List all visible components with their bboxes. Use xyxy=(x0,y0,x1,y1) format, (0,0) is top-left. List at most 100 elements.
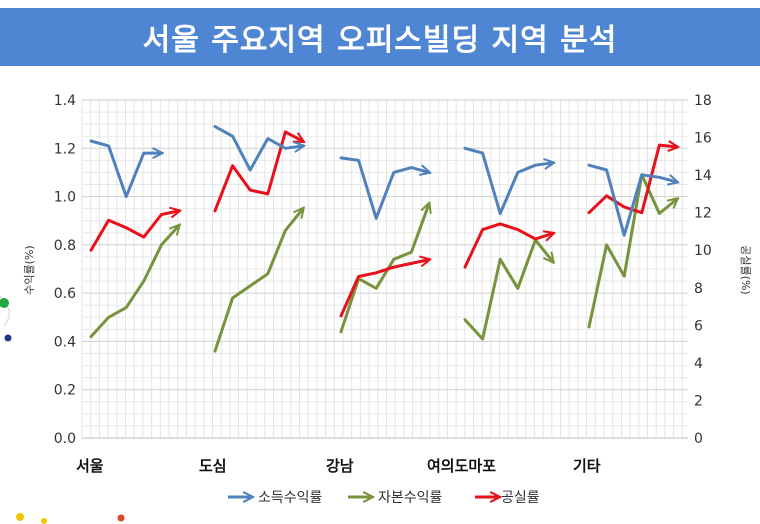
y-right-axis-title: 공실률(%) xyxy=(739,245,752,294)
data-point xyxy=(499,213,501,215)
data-point xyxy=(267,193,269,195)
data-point xyxy=(676,146,678,148)
data-point xyxy=(302,208,304,210)
data-point xyxy=(464,266,466,268)
data-point xyxy=(411,167,413,169)
data-point xyxy=(393,259,395,261)
data-point xyxy=(393,172,395,174)
y-right-tick-label: 0 xyxy=(694,431,703,447)
y-right-tick-label: 12 xyxy=(694,206,712,222)
y-left-tick-label: 1.0 xyxy=(54,190,76,206)
y-left-tick-label: 0.8 xyxy=(54,238,76,254)
series-line xyxy=(213,125,303,172)
data-point xyxy=(517,229,519,231)
data-point xyxy=(552,233,554,235)
data-point xyxy=(375,272,377,274)
data-point xyxy=(606,169,608,171)
data-point xyxy=(411,251,413,253)
series-line xyxy=(89,211,179,252)
data-point xyxy=(375,218,377,220)
y-left-tick-label: 0.4 xyxy=(54,334,76,350)
data-point xyxy=(249,169,251,171)
decorative-dot-navy xyxy=(4,334,12,342)
data-point xyxy=(659,144,661,146)
y-right-tick-label: 10 xyxy=(694,243,712,259)
data-point xyxy=(143,280,145,282)
data-point xyxy=(676,198,678,200)
data-point xyxy=(108,145,110,147)
data-point xyxy=(358,160,360,162)
series-line xyxy=(463,238,553,341)
y-right-tick-label: 2 xyxy=(694,393,703,409)
series-line xyxy=(339,204,429,334)
data-point xyxy=(606,244,608,246)
data-point xyxy=(623,275,625,277)
data-point xyxy=(411,263,413,265)
category-label: 여의도마포 xyxy=(427,457,496,475)
data-point xyxy=(588,326,590,328)
data-point xyxy=(125,227,127,229)
data-point xyxy=(178,210,180,212)
data-point xyxy=(499,259,501,261)
category-label: 도심 xyxy=(199,457,227,475)
legend: 소득수익률 자본수익률 공실률 xyxy=(228,490,540,506)
data-point xyxy=(161,244,163,246)
series-line xyxy=(339,156,429,220)
data-point xyxy=(302,141,304,143)
y-left-axis-title: 수익률(%) xyxy=(23,245,36,294)
data-point xyxy=(143,236,145,238)
data-point xyxy=(214,350,216,352)
data-point xyxy=(232,165,234,167)
series-자본수익률 xyxy=(89,173,678,353)
data-point xyxy=(552,261,554,263)
y-right-tick-label: 16 xyxy=(694,131,712,147)
data-point xyxy=(108,219,110,221)
y-right-tick-label: 6 xyxy=(694,318,703,334)
data-point xyxy=(340,331,342,333)
legend-label: 자본수익률 xyxy=(378,490,443,506)
data-point xyxy=(375,288,377,290)
data-point xyxy=(428,172,430,174)
series-소득수익률 xyxy=(89,125,678,237)
data-point xyxy=(464,147,466,149)
data-point xyxy=(161,152,163,154)
data-point xyxy=(606,195,608,197)
data-point xyxy=(482,229,484,231)
grid xyxy=(81,99,688,439)
y-right-tick-label: 18 xyxy=(694,93,712,109)
data-point xyxy=(358,276,360,278)
data-point xyxy=(499,223,501,225)
series-line xyxy=(463,222,553,269)
data-point xyxy=(285,131,287,133)
data-point xyxy=(161,214,163,216)
data-point xyxy=(428,259,430,261)
data-point xyxy=(214,210,216,212)
y-right-tick-label: 14 xyxy=(694,168,712,184)
data-point xyxy=(517,172,519,174)
data-point xyxy=(552,162,554,164)
data-point xyxy=(482,338,484,340)
data-point xyxy=(285,230,287,232)
y-right-tick-label: 8 xyxy=(694,281,703,297)
data-point xyxy=(428,203,430,205)
data-point xyxy=(535,164,537,166)
data-point xyxy=(285,147,287,149)
title-banner: 서울 주요지역 오피스빌딩 지역 분석 xyxy=(0,8,760,66)
data-point xyxy=(125,196,127,198)
data-point xyxy=(178,225,180,227)
y-left-tick-label: 0.2 xyxy=(54,383,76,399)
data-point xyxy=(659,176,661,178)
data-point xyxy=(623,206,625,208)
data-point xyxy=(302,145,304,147)
data-point xyxy=(214,126,216,128)
data-point xyxy=(535,238,537,240)
y-right-tick-label: 4 xyxy=(694,356,703,372)
data-point xyxy=(340,315,342,317)
data-point xyxy=(676,181,678,183)
data-point xyxy=(108,316,110,318)
data-point xyxy=(517,288,519,290)
data-point xyxy=(340,157,342,159)
series-line xyxy=(587,173,677,329)
data-point xyxy=(90,336,92,338)
